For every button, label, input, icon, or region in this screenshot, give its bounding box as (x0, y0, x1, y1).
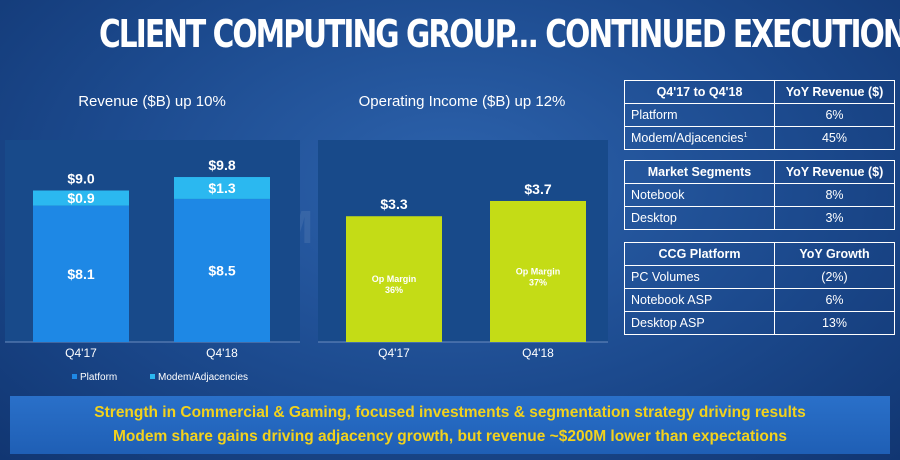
table-cell-value: (2%) (774, 265, 895, 289)
table-cell-label: PC Volumes (624, 265, 775, 289)
x-tick-label-0: Q4'17 (65, 346, 97, 360)
table-row: Notebook ASP 6% (624, 288, 895, 312)
table-header: Market Segments (624, 160, 775, 184)
table-row: PC Volumes (2%) (624, 265, 895, 289)
table-cell-label: Notebook (624, 183, 775, 207)
label-modem-1: $1.3 (208, 180, 235, 196)
bar-modem-0 (33, 190, 129, 206)
table-cell-label: Modem/Adjacencies1 (624, 126, 775, 150)
table-market-segments: Market Segments YoY Revenue ($) Notebook… (624, 160, 895, 230)
label-platform-0: $8.1 (67, 266, 94, 282)
table-header: CCG Platform (624, 242, 775, 266)
table-ccg-platform: CCG Platform YoY Growth PC Volumes (2%) … (624, 242, 895, 335)
legend-modem-swatch (150, 374, 155, 379)
table-row: Platform 6% (624, 103, 895, 127)
legend-platform-label: Platform (80, 372, 117, 383)
table-ccg-revenue: Q4'17 to Q4'18 YoY Revenue ($) Platform … (624, 80, 895, 150)
x-tick-label-1: Q4'18 (206, 346, 238, 360)
label-platform-1: $8.5 (208, 262, 235, 278)
table-cell-value: 3% (774, 206, 895, 230)
revenue-chart-title: Revenue ($B) up 10% (78, 93, 226, 110)
table-cell-value: 13% (774, 311, 895, 335)
table-cell-value: 6% (774, 288, 895, 312)
legend-modem-label: Modem/Adjacencies (158, 372, 248, 383)
slide-title: CLIENT COMPUTING GROUP... CONTINUED EXEC… (99, 12, 900, 56)
revenue-chart: Revenue ($B) up 10% $8.1 $0.9 $9.0 Q4'17 $8.… (5, 93, 300, 383)
footer-banner: Strength in Commercial & Gaming, focused… (10, 396, 890, 454)
table-header: YoY Revenue ($) (774, 80, 895, 104)
table-cell-label: Notebook ASP (624, 288, 775, 312)
table-cell-label: Platform (624, 103, 775, 127)
table-cell-label-text: Modem/Adjacencies (631, 131, 744, 145)
table-cell-value: 6% (774, 103, 895, 127)
table-header: YoY Revenue ($) (774, 160, 895, 184)
table-row: Desktop 3% (624, 206, 895, 230)
table-cell-value: 8% (774, 183, 895, 207)
table-row: Desktop ASP 13% (624, 311, 895, 335)
table-cell-label: Desktop ASP (624, 311, 775, 335)
table-row: Modem/Adjacencies1 45% (624, 126, 895, 150)
bar-platform-1 (174, 198, 270, 342)
footer-line-2: Modem share gains driving adjacency grow… (112, 428, 787, 445)
table-cell-value: 45% (774, 126, 895, 150)
label-total-1: $9.8 (208, 157, 235, 173)
footnote-marker: 1 (743, 131, 748, 139)
label-total-0: $9.0 (67, 171, 94, 187)
table-row: Notebook 8% (624, 183, 895, 207)
bar-platform-0 (33, 205, 129, 342)
table-header: YoY Growth (774, 242, 895, 266)
label-modem-0: $0.9 (67, 190, 94, 206)
table-cell-label: Desktop (624, 206, 775, 230)
legend-platform-swatch (72, 374, 77, 379)
footer-line-1: Strength in Commercial & Gaming, focused… (94, 404, 806, 421)
table-header: Q4'17 to Q4'18 (624, 80, 775, 104)
bar-modem-1 (174, 177, 270, 199)
